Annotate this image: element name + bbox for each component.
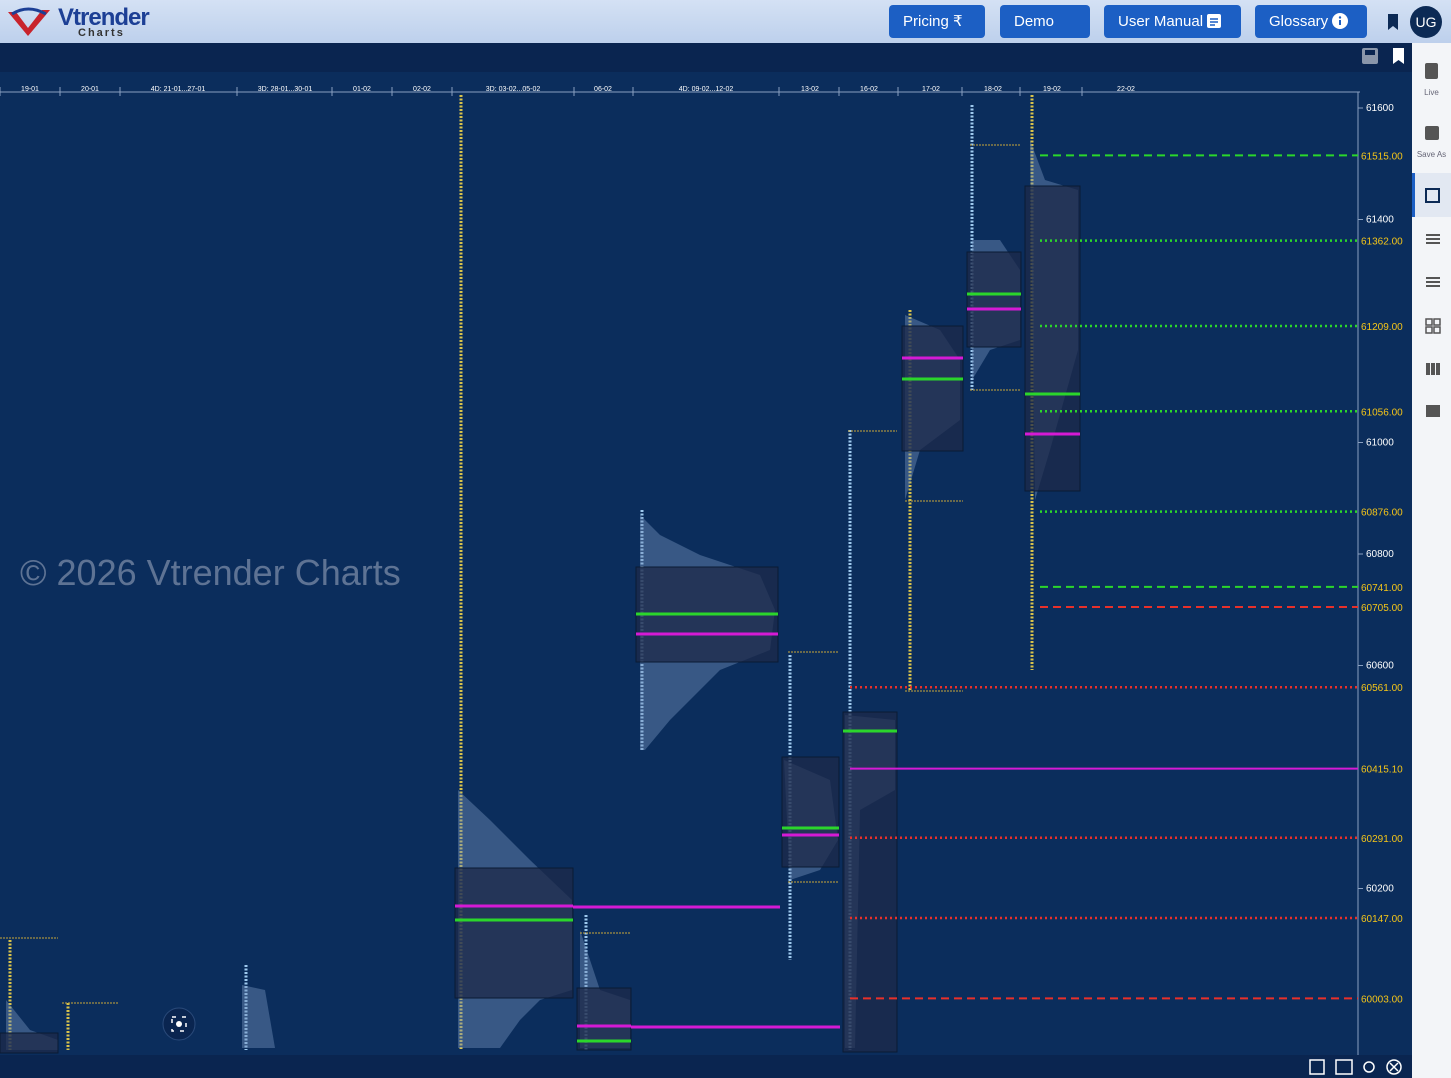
screenshot-button[interactable] (162, 1007, 196, 1041)
date-label: 19-01 (21, 86, 39, 93)
price-tick-label: 61000 (1366, 438, 1394, 449)
plot-bg (0, 72, 1412, 1055)
price-tick-label: 60800 (1366, 549, 1394, 560)
date-label: 4D: 21-01...27-01 (151, 86, 206, 93)
date-label: 01-02 (353, 86, 371, 93)
level-label: 60291.00 (1361, 834, 1403, 845)
sidebar-label[interactable]: Save As (1416, 150, 1447, 159)
level-label: 60705.00 (1361, 603, 1403, 614)
date-label: 16-02 (860, 86, 878, 93)
sidebar-icons (1412, 63, 1451, 417)
value-area (901, 325, 964, 452)
nav-button[interactable]: User Manual (1104, 5, 1241, 38)
date-label: 3D: 28-01...30-01 (258, 86, 313, 93)
value-area (454, 867, 574, 999)
date-label: 13-02 (801, 86, 819, 93)
avatar[interactable]: UG (1410, 6, 1442, 38)
price-tick-label: 60600 (1366, 661, 1394, 672)
date-label: 17-02 (922, 86, 940, 93)
footer-icons (1309, 1059, 1402, 1075)
nav-label: Demo (1014, 13, 1055, 30)
nav-button[interactable]: Glossary (1255, 5, 1367, 38)
nav-label: Pricing (903, 13, 949, 30)
value-area (966, 251, 1022, 348)
sidebar-label[interactable]: Live (1424, 88, 1439, 97)
level-label: 61209.00 (1361, 322, 1403, 333)
value-area (0, 1032, 59, 1054)
header: Vtrender Charts Pricing ₹ Demo User Manu… (0, 0, 1451, 60)
price-tick-label: 61400 (1366, 215, 1394, 226)
sidebar: Live Save As (1412, 43, 1451, 1078)
footer-bar (0, 1055, 1412, 1078)
nav-label: Glossary (1269, 13, 1329, 30)
date-label: 4D: 09-02...12-02 (679, 86, 734, 93)
save-icon[interactable] (1362, 48, 1378, 64)
level-label: 61056.00 (1361, 407, 1403, 418)
nav-button[interactable]: Demo (1000, 5, 1090, 60)
date-label: 19-02 (1043, 86, 1061, 93)
level-label: 60561.00 (1361, 683, 1403, 694)
level-label: 60003.00 (1361, 994, 1403, 1005)
level-label: 60876.00 (1361, 508, 1403, 519)
date-label: 18-02 (984, 86, 1002, 93)
level-label: 60415.10 (1361, 765, 1403, 776)
profile-shape (242, 985, 275, 1048)
market-profile-chart: 19-01 20-01 4D: 21-01...27-01 3D: 28-01...3… (0, 72, 1412, 1055)
level-label: 61515.00 (1361, 151, 1403, 162)
bookmark-add-icon[interactable] (1392, 47, 1408, 65)
bookmark-icon[interactable] (1386, 13, 1402, 31)
icon (1332, 13, 1349, 29)
date-label: 06-02 (594, 86, 612, 93)
date-label: 02-02 (413, 86, 431, 93)
level-label: 61362.00 (1361, 237, 1403, 248)
logo (8, 7, 50, 36)
brand-sub: Charts (78, 27, 125, 39)
nav-label: User Manual (1118, 13, 1204, 30)
brand[interactable]: Vtrender (58, 4, 150, 31)
price-tick-label: 61600 (1366, 103, 1394, 114)
date-label: 3D: 03-02...05-02 (486, 86, 541, 93)
nav-button[interactable]: Pricing ₹ (889, 5, 985, 38)
toolbar (0, 43, 1412, 72)
price-tick-label: 60200 (1366, 884, 1394, 895)
value-area (781, 756, 840, 868)
value-area (1024, 185, 1081, 492)
date-label: 22-02 (1117, 86, 1135, 93)
date-label: 20-01 (81, 86, 99, 93)
level-label: 60741.00 (1361, 583, 1403, 594)
value-area (842, 711, 898, 1053)
level-label: 60147.00 (1361, 914, 1403, 925)
watermark: © 2026 Vtrender Charts (20, 552, 401, 593)
icon (1207, 14, 1222, 28)
